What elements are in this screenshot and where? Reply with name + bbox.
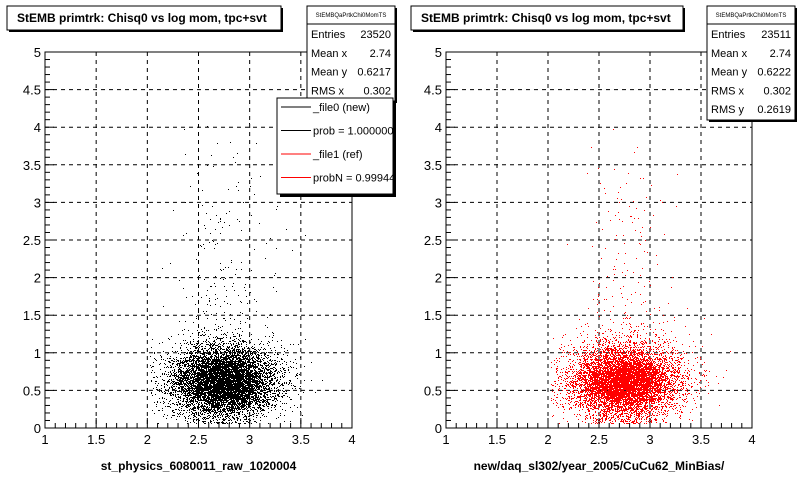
scatter-marker: [150, 123, 323, 424]
stats-value: 0.6217: [357, 67, 391, 79]
y-tick-label: 2.5: [424, 233, 442, 248]
y-tick-label: 0.5: [23, 383, 41, 398]
scatter-points: [150, 123, 323, 424]
stats-label: Entries: [311, 29, 346, 41]
stats-label: Mean x: [311, 48, 348, 60]
stats-label: Mean y: [311, 67, 348, 79]
y-tick-label: 1: [435, 346, 442, 361]
stats-value: 0.2619: [757, 104, 791, 116]
stats-name: StEMBQaPrtkChi0MomTS: [716, 13, 787, 19]
legend-label: prob = 1.000000: [313, 126, 393, 138]
x-tick-label: 2.5: [590, 432, 608, 447]
y-tick-label: 4: [34, 120, 41, 135]
y-tick-label: 3.5: [424, 158, 442, 173]
y-tick-label: 0.5: [424, 383, 442, 398]
y-tick-label: 1.5: [424, 308, 442, 323]
legend-box: _file0 (new) prob = 1.000000 _file1 (ref) p…: [276, 97, 401, 195]
x-tick-label: 3: [246, 432, 253, 447]
scatter-marker: [551, 129, 731, 424]
plot-panel-2: 1 1.5 2 2.5 3 3.5 4 0 0.5 1 1.5 2 2.5 3 3.5 4 4.5 5 new/da…: [410, 5, 797, 473]
scatter-points: [551, 129, 731, 424]
stats-value: 0.302: [763, 85, 791, 97]
chart-title: StEMB primtrk: Chisq0 vs log mom, tpc+sv…: [17, 11, 267, 25]
y-tick-label: 5: [34, 45, 41, 60]
x-tick-label: 4: [348, 432, 355, 447]
stats-label: RMS x: [311, 85, 345, 97]
x-tick-label: 4: [748, 432, 755, 447]
stats-value: 2.74: [370, 48, 391, 60]
y-tick-label: 1.5: [23, 308, 41, 323]
y-tick-label: 2.5: [23, 233, 41, 248]
x-tick-label: 3: [646, 432, 653, 447]
y-tick-label: 5: [435, 45, 442, 60]
y-tick-label: 3: [435, 195, 442, 210]
stats-box: StEMBQaPrtkChi0MomTS Entries 23511 Mean x 2.…: [706, 5, 796, 121]
chart-title: StEMB primtrk: Chisq0 vs log mom, tpc+sv…: [421, 11, 671, 25]
x-tick-label: 1.5: [87, 432, 105, 447]
stats-value: 23520: [360, 29, 391, 41]
x-tick-label: 2: [144, 432, 151, 447]
y-tick-label: 1: [34, 346, 41, 361]
x-tick-label: 2: [544, 432, 551, 447]
legend-label: probN = 0.999448: [313, 173, 401, 185]
stats-label: RMS x: [711, 85, 745, 97]
x-tick-label: 1: [442, 432, 449, 447]
y-tick-label: 2: [435, 271, 442, 286]
y-tick-label: 2: [34, 271, 41, 286]
x-tick-label: 3.5: [292, 432, 310, 447]
stats-value: 23511: [761, 29, 791, 41]
x-axis-title: new/daq_sl302/year_2005/CuCu62_MinBias/: [474, 459, 725, 473]
stats-value: 0.302: [363, 85, 391, 97]
stats-label: Mean y: [711, 67, 748, 79]
stats-label: Mean x: [711, 48, 748, 60]
legend-label: _file0 (new): [312, 102, 370, 114]
stats-value: 0.6222: [757, 67, 791, 79]
x-axis-title: st_physics_6080011_raw_1020004: [101, 459, 297, 473]
stats-name: StEMBQaPrtkChi0MomTS: [316, 13, 387, 19]
y-tick-label: 3.5: [23, 158, 41, 173]
stats-label: Entries: [711, 29, 746, 41]
x-tick-label: 3.5: [692, 432, 710, 447]
y-tick-label: 4.5: [23, 83, 41, 98]
title-box: [6, 5, 282, 31]
stats-label: RMS y: [711, 104, 745, 116]
title-box: [410, 5, 684, 31]
stats-value: 2.74: [770, 48, 791, 60]
y-tick-label: 0: [34, 421, 41, 436]
y-tick-label: 4.5: [424, 83, 442, 98]
y-tick-label: 4: [435, 120, 442, 135]
stats-box: StEMBQaPrtkChi0MomTS Entries 23520 Mean x 2.…: [306, 5, 396, 102]
x-tick-label: 2.5: [189, 432, 207, 447]
legend-label: _file1 (ref): [312, 149, 363, 161]
y-tick-label: 3: [34, 195, 41, 210]
x-tick-label: 1: [41, 432, 48, 447]
plot-panel-1: 1 1.5 2 2.5 3 3.5 4 0 0.5 1 1.5 2 2.5 3 3.5 4 4.5 5 st_phy…: [6, 5, 401, 473]
x-tick-label: 1.5: [488, 432, 506, 447]
y-tick-label: 0: [435, 421, 442, 436]
